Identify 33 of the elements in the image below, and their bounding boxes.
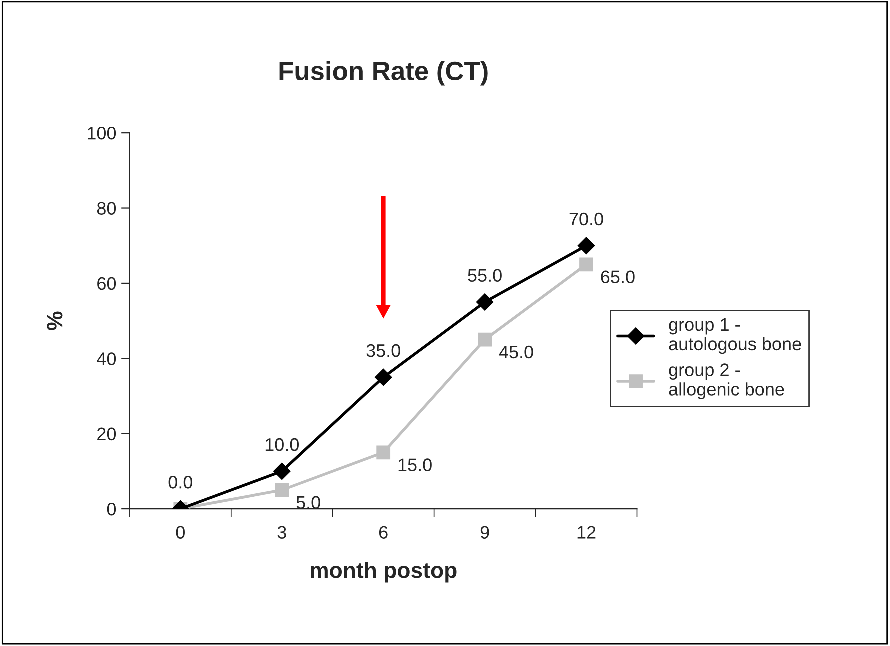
- point: [274, 462, 291, 480]
- x-axis-title: month postop: [311, 562, 457, 583]
- legend-label: group 2 - allogenic bone: [669, 364, 784, 400]
- data-label: 55.0: [468, 269, 502, 282]
- point: [275, 483, 290, 498]
- data-label: 10.0: [266, 438, 299, 452]
- data-label: 45.0: [499, 346, 534, 359]
- y-tick-label: 0: [107, 502, 116, 516]
- data-label: 35.0: [366, 344, 400, 358]
- data-label: 5.0: [296, 496, 320, 510]
- point: [375, 368, 392, 386]
- legend-label: group 1 - autologous bone: [669, 318, 802, 354]
- data-label: 70.0: [570, 212, 604, 226]
- point: [580, 258, 594, 272]
- y-tick-label: 40: [97, 352, 116, 366]
- x-tick-label: 3: [278, 526, 286, 539]
- x-tick-label: 6: [379, 526, 388, 539]
- point: [476, 294, 494, 311]
- point: [376, 446, 391, 460]
- chart-title: Fusion Rate (CT): [280, 61, 488, 86]
- x-tick-label: 0: [176, 526, 185, 539]
- data-label: 0.0: [168, 476, 193, 489]
- x-tick-label: 12: [578, 526, 596, 539]
- y-tick-label: 80: [97, 202, 116, 215]
- data-label: 15.0: [398, 458, 432, 472]
- point: [578, 237, 596, 254]
- y-tick-label: 60: [98, 277, 116, 290]
- x-tick-label: 9: [480, 526, 490, 539]
- point: [478, 332, 492, 347]
- y-tick-label: 100: [88, 127, 116, 140]
- data-label: 65.0: [601, 270, 635, 284]
- y-tick-label: 20: [98, 428, 116, 441]
- y-axis-title: %: [47, 312, 63, 330]
